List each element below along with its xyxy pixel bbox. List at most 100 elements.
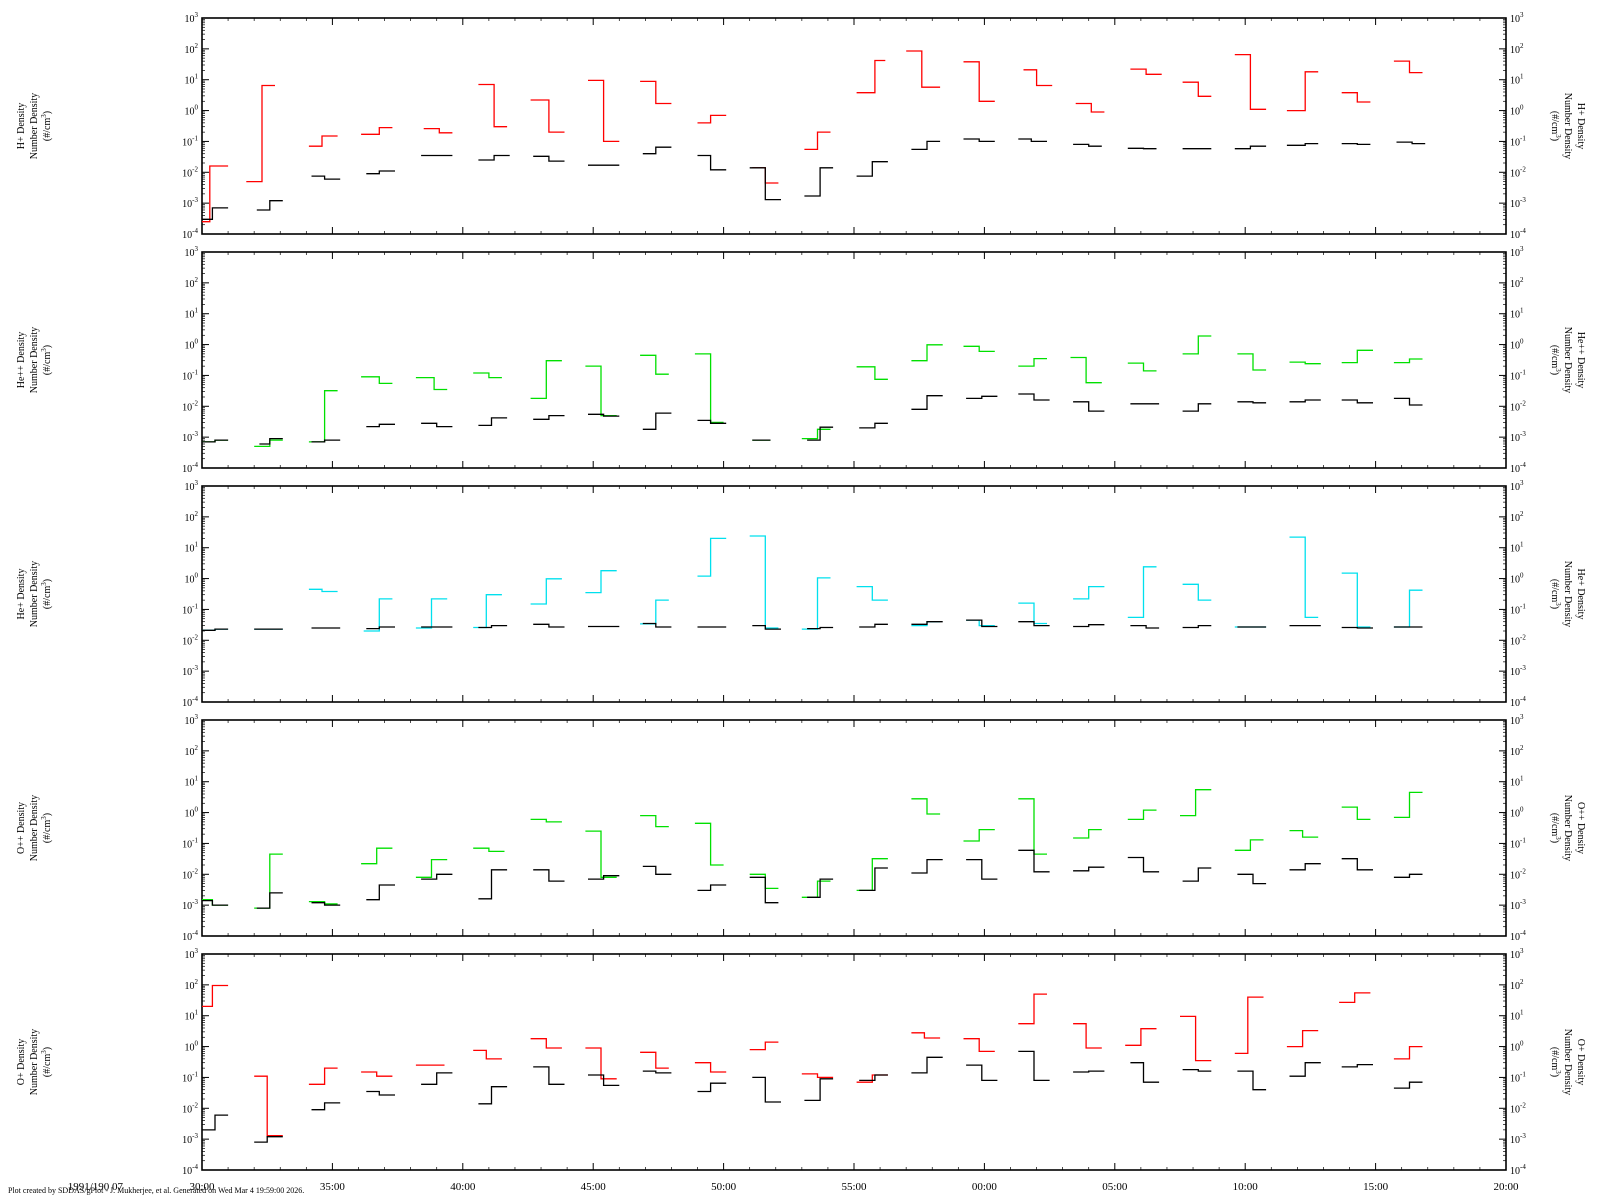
data-step-line — [415, 376, 448, 391]
y-tick-label-right: 10-1 — [1510, 836, 1526, 850]
data-step-line — [533, 414, 565, 420]
x-tick-label: 30:00 — [189, 1181, 215, 1193]
y-tick-label-left: 100 — [185, 104, 199, 118]
data-step-line — [1182, 867, 1212, 882]
y-tick-label-left: 100 — [185, 806, 199, 820]
y-tick-label-left: 10-2 — [182, 1101, 198, 1115]
data-step-line — [1070, 356, 1102, 384]
data-step-line — [801, 1073, 834, 1079]
data-step-line — [642, 146, 672, 155]
y-axis-label-left: Number Density — [29, 93, 40, 159]
y-tick-label-right: 101 — [1510, 307, 1524, 321]
data-step-line — [585, 365, 617, 417]
data-step-line — [1286, 71, 1319, 112]
data-step-line — [533, 155, 565, 162]
data-step-line — [1125, 1028, 1157, 1046]
data-step-line — [694, 1062, 727, 1073]
data-step-line — [911, 344, 943, 362]
y-tick-label-right: 10-2 — [1510, 1101, 1526, 1115]
data-step-line — [856, 59, 886, 94]
data-step-line — [856, 366, 888, 380]
data-step-line — [963, 345, 995, 353]
data-step-line — [1289, 829, 1319, 838]
data-step-line — [366, 626, 395, 630]
y-tick-label-left: 102 — [185, 276, 199, 290]
data-step-line — [1393, 60, 1423, 74]
data-step-line — [530, 360, 562, 400]
x-tick-label: 20:00 — [1493, 1181, 1519, 1193]
y-tick-label-left: 10-3 — [182, 430, 198, 444]
data-step-line — [202, 165, 229, 223]
data-step-line — [911, 858, 943, 874]
y-tick-label-right: 101 — [1510, 1009, 1524, 1023]
data-step-line — [697, 419, 727, 424]
y-tick-label-right: 100 — [1510, 338, 1524, 352]
y-tick-label-right: 10-3 — [1510, 1132, 1526, 1146]
y-tick-label-left: 10-4 — [182, 227, 198, 241]
y-axis-label-left: O+ Density — [16, 1039, 27, 1085]
data-step-line — [421, 422, 453, 428]
data-step-line — [859, 623, 888, 628]
y-tick-label-left: 102 — [185, 978, 199, 992]
data-step-line — [1075, 102, 1105, 113]
data-step-line — [856, 161, 888, 177]
y-tick-label-left: 102 — [185, 510, 199, 524]
y-tick-label-left: 10-3 — [182, 664, 198, 678]
data-step-line — [533, 869, 565, 882]
y-tick-label-right: 103 — [1510, 479, 1524, 493]
y-tick-label-left: 10-1 — [182, 368, 198, 382]
y-tick-label-right: 100 — [1510, 572, 1524, 586]
data-step-line — [1341, 806, 1371, 821]
data-step-line — [807, 626, 834, 630]
y-tick-label-left: 101 — [185, 1009, 199, 1023]
y-tick-label-right: 10-1 — [1510, 368, 1526, 382]
data-step-line — [256, 200, 283, 211]
data-step-line — [1237, 1070, 1267, 1091]
y-tick-label-left: 100 — [185, 1040, 199, 1054]
y-tick-label-left: 10-4 — [182, 929, 198, 943]
data-step-line — [1289, 399, 1321, 403]
y-axis-label-right: (#/cm3) — [1549, 813, 1562, 843]
y-tick-label-right: 10-4 — [1510, 929, 1526, 943]
data-step-line — [640, 599, 669, 625]
x-tick-label: 40:00 — [450, 1181, 476, 1193]
data-step-line — [308, 588, 338, 593]
data-step-line — [963, 61, 995, 102]
y-axis-label-right: H+ Density — [1575, 103, 1586, 149]
data-step-line — [697, 537, 727, 577]
data-step-line — [1393, 397, 1423, 406]
data-step-line — [1073, 585, 1105, 600]
data-step-line — [1393, 791, 1423, 819]
y-tick-label-left: 103 — [185, 713, 199, 727]
data-step-line — [697, 884, 727, 892]
y-tick-label-left: 101 — [185, 73, 199, 87]
y-tick-label-left: 103 — [185, 479, 199, 493]
data-step-line — [807, 878, 834, 898]
data-step-line — [361, 376, 393, 385]
y-axis-label-right: O++ Density — [1575, 802, 1586, 854]
data-step-line — [478, 154, 510, 161]
y-axis-label-right: Number Density — [1562, 561, 1573, 627]
x-tick-label: 35:00 — [320, 1181, 346, 1193]
x-tick-label: 00:00 — [972, 1181, 998, 1193]
y-tick-label-left: 10-1 — [182, 1070, 198, 1084]
data-step-line — [363, 598, 393, 632]
data-step-line — [1237, 873, 1267, 885]
data-step-line — [1130, 1062, 1160, 1083]
y-tick-label-left: 103 — [185, 11, 199, 25]
y-tick-label-left: 10-3 — [182, 196, 198, 210]
y-tick-label-left: 10-4 — [182, 1163, 198, 1177]
x-tick-label: 50:00 — [711, 1181, 737, 1193]
data-step-line — [202, 207, 229, 220]
y-axis-label-left: Number Density — [29, 327, 40, 393]
x-axis-start-label: 1991/190 07 — [68, 1181, 124, 1193]
y-axis-label-left: Number Density — [29, 1029, 40, 1095]
data-step-line — [1396, 141, 1426, 145]
data-step-line — [311, 175, 341, 180]
data-step-line — [1018, 393, 1050, 401]
data-step-line — [859, 422, 888, 429]
data-step-line — [1393, 1045, 1423, 1060]
data-step-line — [640, 1051, 669, 1069]
data-step-line — [966, 858, 998, 880]
